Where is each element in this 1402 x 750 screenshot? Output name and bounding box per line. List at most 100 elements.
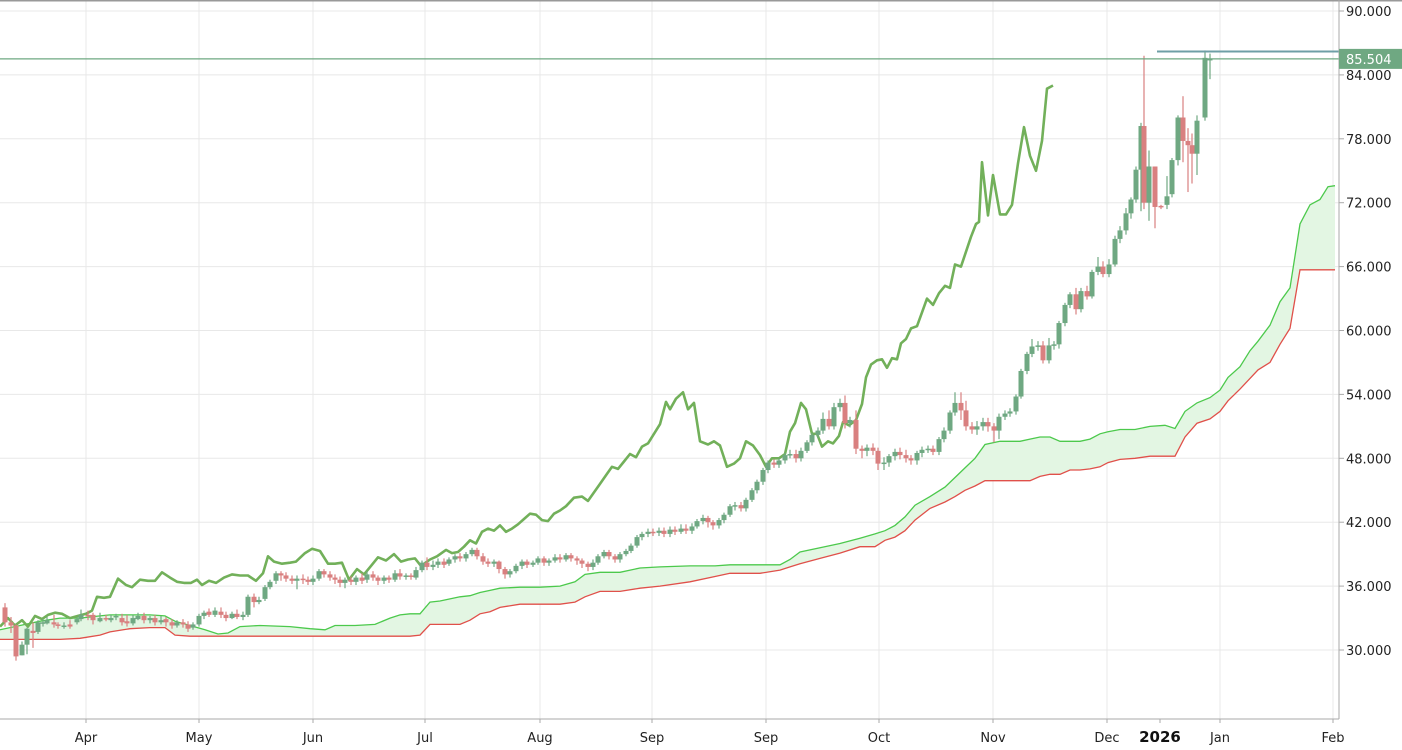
candle-body bbox=[1123, 213, 1129, 231]
candle-down bbox=[738, 501, 744, 512]
candle-body bbox=[826, 418, 832, 427]
candle-body bbox=[1095, 266, 1101, 272]
candle-up bbox=[1175, 115, 1181, 166]
candle-down bbox=[672, 526, 678, 535]
candle-body bbox=[370, 574, 376, 578]
candle-up bbox=[563, 553, 569, 562]
candle-down bbox=[579, 558, 585, 568]
month-label: Oct bbox=[868, 731, 890, 746]
candle-body bbox=[469, 549, 475, 555]
time-axis[interactable]: Apr May Jun Jul Aug Sep Sep Oct Nov Dec 2026 Jan Feb bbox=[75, 719, 1345, 746]
candle-body bbox=[1194, 120, 1200, 154]
price-tick-label: 36.000 bbox=[1346, 580, 1392, 595]
candle-body bbox=[897, 451, 903, 456]
candle-up bbox=[1062, 302, 1068, 327]
candle-body bbox=[103, 618, 109, 620]
candle-body bbox=[1067, 294, 1073, 305]
candle-body bbox=[919, 449, 925, 453]
candle-body bbox=[273, 573, 279, 581]
candle-body bbox=[223, 614, 229, 619]
candle-body bbox=[190, 624, 196, 628]
candle-body bbox=[348, 579, 354, 582]
candle-down bbox=[853, 410, 859, 455]
last-price-badge-bg bbox=[1339, 48, 1402, 69]
candle-body bbox=[212, 610, 218, 615]
candle-down bbox=[251, 593, 257, 608]
candle-up bbox=[381, 575, 387, 584]
candle-up bbox=[1106, 259, 1112, 278]
candle-up bbox=[1024, 351, 1030, 375]
candle-body bbox=[513, 565, 519, 572]
candle-body bbox=[996, 416, 1002, 431]
candle-down bbox=[870, 443, 876, 456]
candle-body bbox=[278, 573, 284, 576]
candle-up bbox=[256, 596, 262, 605]
candle-body bbox=[316, 571, 322, 579]
price-axis[interactable]: 90.000 84.000 78.000 72.000 66.000 60.000 54.0… bbox=[1339, 5, 1392, 659]
price-tick-label: 54.000 bbox=[1346, 388, 1392, 403]
candle-down bbox=[408, 573, 414, 580]
candle-up bbox=[262, 585, 268, 602]
candle-down bbox=[163, 616, 169, 627]
candle-down bbox=[705, 515, 711, 528]
candle-body bbox=[55, 624, 61, 626]
candle-down bbox=[124, 614, 130, 627]
candle-body bbox=[496, 561, 502, 570]
candle-up bbox=[678, 524, 684, 534]
candle-up bbox=[135, 612, 141, 621]
month-label: Jul bbox=[416, 731, 433, 746]
candle-body bbox=[914, 452, 920, 461]
candle-body bbox=[732, 505, 738, 507]
candle-body bbox=[180, 622, 186, 625]
candle-up bbox=[847, 416, 853, 428]
candle-up bbox=[1046, 337, 1052, 364]
candle-body bbox=[300, 578, 306, 581]
candle-up bbox=[212, 607, 218, 617]
candle-up bbox=[61, 622, 67, 629]
candle-body bbox=[67, 624, 73, 627]
candle-up bbox=[316, 569, 322, 581]
candle-body bbox=[74, 619, 80, 623]
candle-body bbox=[980, 422, 986, 427]
candle-body bbox=[1073, 294, 1079, 310]
candle-body bbox=[782, 455, 788, 461]
candle-up bbox=[732, 501, 738, 511]
candle-up bbox=[1128, 197, 1134, 219]
candle-up bbox=[130, 614, 136, 626]
candle-body bbox=[749, 490, 755, 500]
candle-down bbox=[930, 445, 936, 456]
candle-up bbox=[864, 444, 870, 457]
candle-up bbox=[513, 563, 519, 574]
candle-up bbox=[546, 558, 552, 566]
candle-up bbox=[1095, 257, 1101, 276]
candle-down bbox=[305, 576, 311, 586]
candle-body bbox=[639, 533, 645, 538]
candle-down bbox=[1073, 287, 1079, 315]
candle-body bbox=[776, 460, 782, 465]
candle-down bbox=[908, 455, 914, 465]
candle-body bbox=[283, 575, 289, 579]
candle-up bbox=[754, 479, 760, 494]
candle-down bbox=[152, 614, 158, 626]
month-label: Apr bbox=[75, 731, 98, 746]
candle-body bbox=[8, 622, 14, 626]
candle-down bbox=[991, 423, 997, 443]
candle-up bbox=[403, 573, 409, 580]
candle-body bbox=[480, 556, 486, 562]
candle-body bbox=[601, 552, 607, 557]
candle-body bbox=[1117, 230, 1123, 239]
candle-down bbox=[1100, 261, 1106, 278]
candle-body bbox=[452, 556, 458, 560]
candle-up bbox=[24, 627, 30, 655]
candle-up bbox=[519, 559, 525, 570]
candle-body bbox=[1029, 346, 1035, 354]
candle-up bbox=[364, 571, 370, 583]
candle-down bbox=[859, 445, 865, 459]
candle-body bbox=[623, 550, 629, 555]
candle-up bbox=[19, 641, 25, 656]
candle-up bbox=[1138, 122, 1144, 212]
candle-body bbox=[947, 412, 953, 431]
candle-body bbox=[908, 458, 914, 461]
